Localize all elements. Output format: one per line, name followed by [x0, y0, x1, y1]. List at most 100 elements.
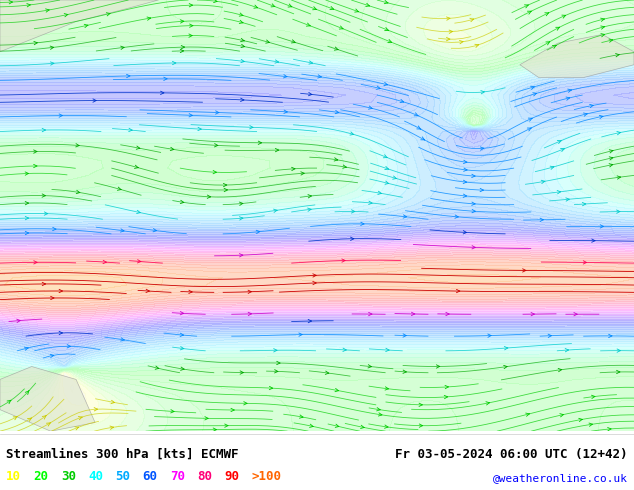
- FancyArrowPatch shape: [574, 313, 577, 316]
- FancyArrowPatch shape: [120, 229, 124, 232]
- FancyArrowPatch shape: [325, 371, 329, 374]
- FancyArrowPatch shape: [46, 9, 49, 12]
- FancyArrowPatch shape: [335, 424, 339, 427]
- FancyArrowPatch shape: [351, 237, 354, 241]
- FancyArrowPatch shape: [486, 402, 489, 405]
- FancyArrowPatch shape: [488, 334, 491, 337]
- FancyArrowPatch shape: [385, 425, 388, 428]
- FancyArrowPatch shape: [583, 261, 586, 264]
- FancyArrowPatch shape: [582, 202, 586, 206]
- FancyArrowPatch shape: [313, 281, 316, 285]
- FancyArrowPatch shape: [617, 131, 621, 135]
- FancyArrowPatch shape: [256, 230, 260, 234]
- FancyArrowPatch shape: [445, 386, 448, 389]
- FancyArrowPatch shape: [343, 165, 346, 168]
- FancyArrowPatch shape: [592, 239, 595, 242]
- FancyArrowPatch shape: [400, 99, 404, 102]
- FancyArrowPatch shape: [463, 231, 467, 234]
- FancyArrowPatch shape: [189, 34, 192, 37]
- FancyArrowPatch shape: [34, 164, 37, 168]
- FancyArrowPatch shape: [557, 191, 560, 194]
- FancyArrowPatch shape: [388, 40, 392, 43]
- FancyArrowPatch shape: [136, 210, 140, 214]
- FancyArrowPatch shape: [299, 415, 303, 418]
- FancyArrowPatch shape: [339, 26, 343, 29]
- FancyArrowPatch shape: [153, 228, 157, 232]
- FancyArrowPatch shape: [377, 408, 380, 411]
- FancyArrowPatch shape: [164, 77, 167, 80]
- FancyArrowPatch shape: [283, 74, 287, 78]
- FancyArrowPatch shape: [180, 312, 184, 315]
- FancyArrowPatch shape: [241, 59, 244, 63]
- FancyArrowPatch shape: [111, 400, 115, 404]
- FancyArrowPatch shape: [248, 290, 252, 294]
- FancyArrowPatch shape: [269, 386, 273, 390]
- FancyArrowPatch shape: [609, 164, 612, 167]
- FancyArrowPatch shape: [463, 180, 467, 184]
- FancyArrowPatch shape: [592, 395, 595, 398]
- FancyArrowPatch shape: [147, 17, 151, 20]
- FancyArrowPatch shape: [75, 144, 79, 147]
- FancyArrowPatch shape: [546, 42, 550, 45]
- FancyArrowPatch shape: [583, 113, 587, 116]
- FancyArrowPatch shape: [25, 391, 29, 394]
- FancyArrowPatch shape: [617, 176, 621, 179]
- FancyArrowPatch shape: [385, 27, 389, 31]
- FancyArrowPatch shape: [617, 349, 621, 352]
- FancyArrowPatch shape: [505, 346, 508, 350]
- FancyArrowPatch shape: [189, 114, 193, 117]
- FancyArrowPatch shape: [565, 348, 569, 352]
- FancyArrowPatch shape: [181, 20, 184, 23]
- FancyArrowPatch shape: [181, 46, 184, 49]
- FancyArrowPatch shape: [27, 3, 30, 7]
- FancyArrowPatch shape: [421, 137, 425, 140]
- FancyArrowPatch shape: [84, 24, 88, 27]
- FancyArrowPatch shape: [463, 168, 467, 172]
- FancyArrowPatch shape: [411, 312, 415, 316]
- Polygon shape: [520, 34, 634, 77]
- FancyArrowPatch shape: [342, 259, 345, 262]
- FancyArrowPatch shape: [419, 403, 422, 406]
- FancyArrowPatch shape: [180, 49, 184, 52]
- FancyArrowPatch shape: [42, 416, 46, 419]
- FancyArrowPatch shape: [616, 370, 620, 374]
- FancyArrowPatch shape: [275, 148, 279, 152]
- FancyArrowPatch shape: [449, 30, 453, 33]
- FancyArrowPatch shape: [223, 183, 227, 187]
- Text: 90: 90: [224, 470, 240, 483]
- FancyArrowPatch shape: [522, 269, 526, 272]
- FancyArrowPatch shape: [609, 157, 613, 160]
- FancyArrowPatch shape: [59, 289, 63, 293]
- FancyArrowPatch shape: [524, 5, 528, 8]
- FancyArrowPatch shape: [368, 201, 372, 204]
- FancyArrowPatch shape: [609, 150, 613, 153]
- FancyArrowPatch shape: [7, 400, 11, 404]
- FancyArrowPatch shape: [160, 91, 164, 95]
- FancyArrowPatch shape: [27, 418, 32, 421]
- FancyArrowPatch shape: [456, 290, 460, 293]
- FancyArrowPatch shape: [552, 45, 556, 49]
- FancyArrowPatch shape: [120, 46, 124, 49]
- FancyArrowPatch shape: [213, 428, 217, 431]
- FancyArrowPatch shape: [299, 333, 302, 336]
- FancyArrowPatch shape: [180, 333, 184, 337]
- FancyArrowPatch shape: [306, 23, 310, 26]
- FancyArrowPatch shape: [240, 202, 243, 205]
- FancyArrowPatch shape: [275, 369, 278, 373]
- FancyArrowPatch shape: [42, 282, 46, 286]
- FancyArrowPatch shape: [117, 187, 121, 190]
- FancyArrowPatch shape: [350, 132, 354, 135]
- FancyArrowPatch shape: [240, 371, 243, 374]
- FancyArrowPatch shape: [75, 427, 79, 430]
- FancyArrowPatch shape: [566, 198, 569, 201]
- FancyArrowPatch shape: [528, 118, 532, 121]
- FancyArrowPatch shape: [368, 312, 372, 316]
- FancyArrowPatch shape: [288, 4, 292, 7]
- FancyArrowPatch shape: [540, 218, 543, 221]
- FancyArrowPatch shape: [94, 408, 98, 411]
- FancyArrowPatch shape: [213, 171, 216, 174]
- FancyArrowPatch shape: [25, 347, 28, 350]
- FancyArrowPatch shape: [214, 144, 218, 147]
- FancyArrowPatch shape: [250, 125, 253, 129]
- FancyArrowPatch shape: [64, 14, 68, 17]
